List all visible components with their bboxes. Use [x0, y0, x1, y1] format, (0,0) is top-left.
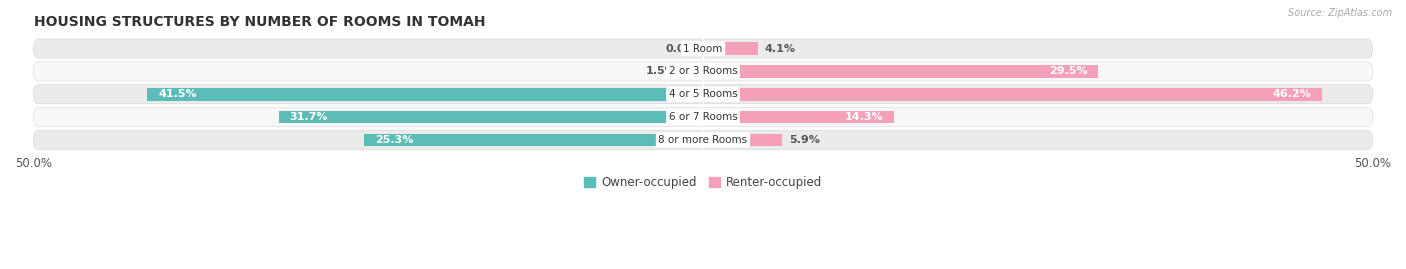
Bar — [703, 134, 782, 146]
FancyBboxPatch shape — [34, 85, 1372, 104]
Bar — [703, 88, 1322, 101]
Text: Source: ZipAtlas.com: Source: ZipAtlas.com — [1288, 8, 1392, 18]
Bar — [703, 42, 758, 55]
Bar — [683, 65, 703, 78]
Bar — [364, 134, 703, 146]
Text: 1 Room: 1 Room — [683, 44, 723, 54]
Text: 1.5%: 1.5% — [645, 66, 676, 76]
FancyBboxPatch shape — [34, 108, 1372, 127]
Text: 2 or 3 Rooms: 2 or 3 Rooms — [669, 66, 737, 76]
Text: HOUSING STRUCTURES BY NUMBER OF ROOMS IN TOMAH: HOUSING STRUCTURES BY NUMBER OF ROOMS IN… — [34, 15, 485, 29]
Bar — [703, 111, 894, 123]
Text: 14.3%: 14.3% — [845, 112, 884, 122]
Text: 4 or 5 Rooms: 4 or 5 Rooms — [669, 89, 737, 99]
Bar — [148, 88, 703, 101]
Text: 0.0%: 0.0% — [665, 44, 696, 54]
FancyBboxPatch shape — [34, 130, 1372, 150]
Text: 46.2%: 46.2% — [1272, 89, 1310, 99]
Text: 41.5%: 41.5% — [157, 89, 197, 99]
Text: 4.1%: 4.1% — [765, 44, 796, 54]
Text: 29.5%: 29.5% — [1049, 66, 1087, 76]
Bar — [278, 111, 703, 123]
Text: 25.3%: 25.3% — [375, 135, 413, 145]
FancyBboxPatch shape — [34, 62, 1372, 81]
Text: 8 or more Rooms: 8 or more Rooms — [658, 135, 748, 145]
Legend: Owner-occupied, Renter-occupied: Owner-occupied, Renter-occupied — [579, 171, 827, 193]
Text: 5.9%: 5.9% — [789, 135, 820, 145]
Text: 31.7%: 31.7% — [290, 112, 328, 122]
Text: 6 or 7 Rooms: 6 or 7 Rooms — [669, 112, 737, 122]
Bar — [703, 65, 1098, 78]
FancyBboxPatch shape — [34, 39, 1372, 58]
